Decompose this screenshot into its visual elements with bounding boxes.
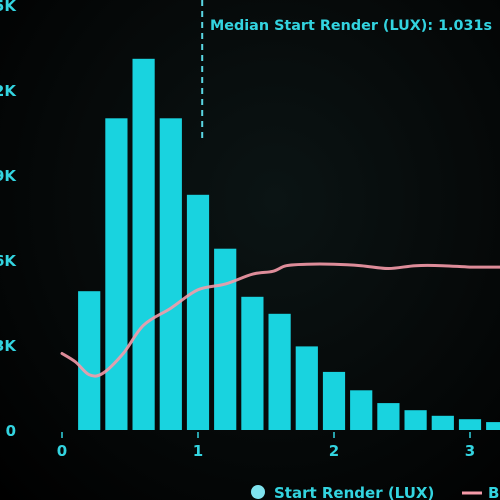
histogram-bar[interactable] [404, 410, 427, 430]
median-layer: Median Start Render (LUX): 1.031s [201, 0, 492, 140]
x-tick-label: 3 [465, 442, 475, 460]
histogram-bar[interactable] [431, 415, 454, 430]
legend-label-bounce[interactable]: B [488, 484, 499, 500]
histogram-bar[interactable] [458, 419, 482, 430]
histogram-bar[interactable] [241, 296, 264, 430]
median-label: Median Start Render (LUX): 1.031s [210, 18, 492, 34]
x-tick-label: 1 [193, 442, 203, 460]
y-tick-label: 3K [0, 337, 17, 355]
histogram-bar[interactable] [295, 346, 318, 430]
histogram-bar[interactable] [105, 118, 128, 431]
y-tick-label: 6K [0, 252, 17, 270]
y-tick-label: 15K [0, 0, 17, 15]
histogram-bar[interactable] [78, 291, 101, 430]
histogram-bar[interactable] [132, 58, 155, 431]
line-layer [60, 262, 500, 378]
y-tick-label: 9K [0, 167, 17, 185]
histogram-bar[interactable] [377, 403, 400, 430]
x-tick-label: 2 [329, 442, 339, 460]
legend-label-start-render[interactable]: Start Render (LUX) [274, 484, 434, 500]
bounce-rate-line[interactable] [60, 262, 500, 378]
y-tick-label: 12K [0, 82, 17, 100]
axis-layer: 0 3K 6K 9K 12K 15K 0 1 2 3 [0, 0, 475, 460]
x-tick-label: 0 [57, 442, 67, 460]
histogram-bar[interactable] [186, 194, 210, 430]
histogram-bar[interactable] [268, 313, 291, 430]
legend: Start Render (LUX) B [251, 484, 499, 500]
bars-layer [78, 58, 500, 431]
histogram-bar[interactable] [350, 390, 373, 430]
histogram-bar[interactable] [322, 371, 346, 430]
histogram-bar[interactable] [214, 248, 237, 430]
legend-marker-dot[interactable] [251, 485, 265, 499]
y-tick-label: 0 [6, 422, 16, 440]
histogram-bar[interactable] [159, 118, 182, 431]
histogram-bar[interactable] [486, 422, 500, 430]
